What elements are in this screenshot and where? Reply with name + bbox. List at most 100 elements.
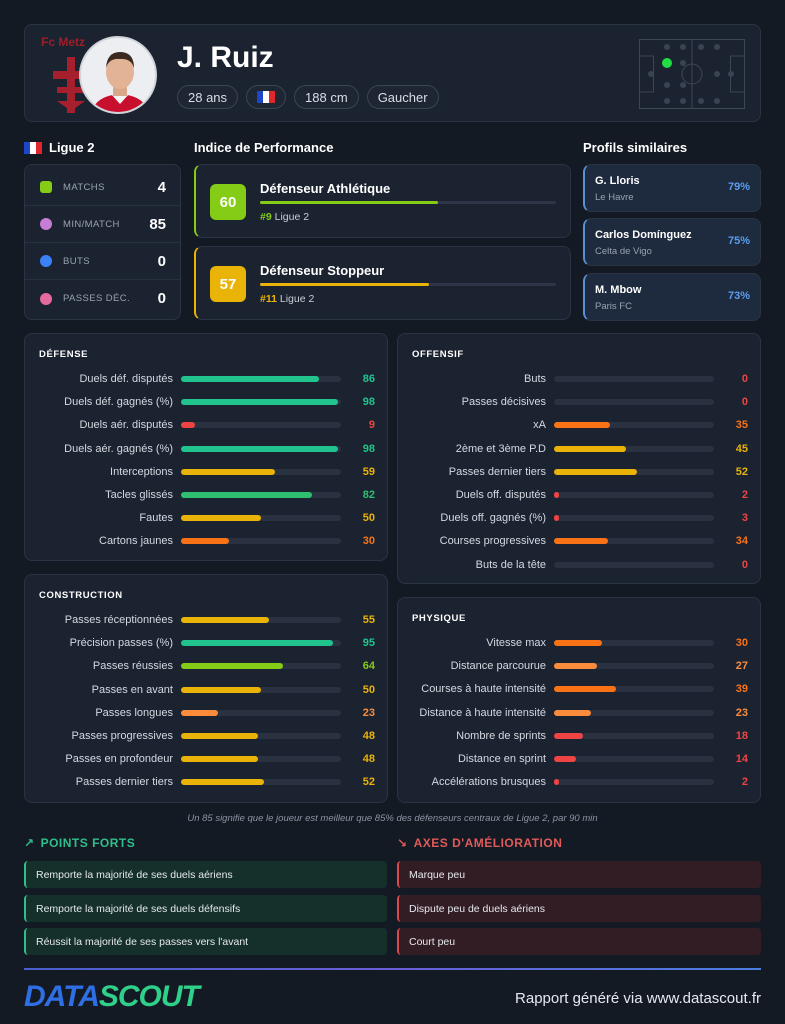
metric-value: 2	[741, 489, 748, 501]
metric-bar	[554, 515, 559, 522]
trend-up-icon: ↗	[24, 836, 35, 850]
weaknesses-title: AXES D'AMÉLIORATION	[413, 836, 563, 850]
metric-label: Passes décisives	[461, 396, 546, 409]
metric-label: xA	[533, 419, 546, 432]
metric-label: Cartons jaunes	[99, 535, 173, 548]
strength-item: Réussit la majorité de ses passes vers l…	[24, 928, 387, 955]
metric-value: 55	[362, 614, 375, 626]
stat-label: BUTS	[63, 255, 90, 267]
similar-club: Paris FC	[595, 301, 632, 312]
stat-row-buts: BUTS 0	[25, 243, 180, 280]
metric-bar	[554, 709, 591, 716]
metric-track	[554, 686, 714, 693]
panel-offensif: OFFENSIF Buts 0 Passes décisives 0 xA 35 2ème …	[397, 333, 761, 584]
performance-score: 57	[210, 266, 246, 302]
age-chip: 28 ans	[177, 85, 239, 109]
similar-player-card[interactable]: G. Lloris Le Havre 79%	[583, 164, 761, 212]
metric-label: Distance parcourue	[450, 660, 546, 673]
panel-physique: PHYSIQUE Vitesse max 30 Distance parcourue…	[397, 597, 761, 803]
metric-value: 50	[362, 512, 375, 525]
performance-rank: #9 Ligue 2	[260, 211, 309, 223]
brand-part-scout: SCOUT	[98, 980, 200, 1013]
league-label: Ligue 2	[49, 140, 95, 155]
percentile-footnote: Un 85 signifie que le joueur est meilleu…	[187, 813, 598, 824]
metric-label: Duels off. gagnés (%)	[440, 512, 546, 525]
similarity-percent: 79%	[727, 181, 750, 193]
metric-track	[554, 538, 714, 545]
footer-divider	[24, 968, 761, 970]
boot-icon	[40, 181, 52, 193]
metric-track	[181, 756, 341, 763]
metric-value: 59	[362, 465, 375, 478]
strength-item: Remporte la majorité de ses duels défens…	[24, 895, 387, 922]
metric-label: Passes dernier tiers	[75, 776, 173, 789]
metric-track	[554, 492, 714, 498]
metric-bar	[181, 617, 269, 623]
avatar	[79, 36, 157, 114]
performance-title: Défenseur Stoppeur	[260, 263, 385, 278]
metric-value: 0	[741, 373, 748, 385]
similar-player-card[interactable]: Carlos Domínguez Celta de Vigo 75%	[583, 218, 761, 266]
stat-value: 0	[157, 252, 166, 270]
metric-bar	[181, 468, 276, 475]
height-chip: 188 cm	[294, 85, 359, 109]
pitch-position-map	[639, 39, 745, 109]
metric-track	[181, 538, 341, 545]
metric-bar	[554, 732, 583, 739]
stat-value: 0	[157, 290, 166, 307]
metric-track	[554, 732, 714, 739]
metric-bar	[181, 399, 338, 406]
metric-label: Passes progressives	[71, 730, 174, 742]
rank-number: #11	[260, 293, 277, 305]
metric-label: Duels off. disputés	[455, 489, 546, 501]
metric-value: 18	[735, 729, 748, 742]
metric-bar	[554, 663, 598, 670]
weakness-item: Dispute peu de duels aériens	[397, 895, 761, 922]
metric-value: 30	[735, 637, 748, 649]
metric-label: Distance à haute intensité	[419, 706, 546, 719]
metric-value: 50	[362, 683, 375, 696]
metric-value: 2	[741, 776, 748, 789]
metric-value: 98	[362, 442, 375, 455]
similarity-percent: 73%	[727, 290, 750, 302]
metric-bar	[554, 468, 638, 475]
stat-label: MATCHS	[63, 181, 105, 193]
metric-value: 48	[362, 753, 375, 766]
similar-name: G. Lloris	[595, 175, 640, 187]
panel-defense: DÉFENSE Duels déf. disputés 86 Duels déf. …	[24, 333, 388, 561]
metric-label: Passes en avant	[91, 683, 173, 696]
metric-bar	[181, 492, 313, 498]
metric-track	[554, 445, 714, 452]
similar-player-card[interactable]: M. Mbow Paris FC 73%	[583, 273, 761, 321]
metric-value: 14	[735, 753, 748, 765]
metric-label: Passes réussies	[92, 660, 173, 673]
metric-track	[554, 468, 714, 475]
metric-bar	[181, 445, 338, 452]
foot-chip: Gaucher	[366, 85, 439, 109]
metric-label: Duels déf. disputés	[79, 373, 173, 385]
metric-label: Accélérations brusques	[431, 776, 546, 789]
metric-label: Buts de la tête	[475, 558, 546, 571]
metric-label: Courses à haute intensité	[421, 683, 546, 696]
performance-bar	[260, 283, 429, 286]
metric-track	[181, 422, 341, 429]
metric-value: 39	[735, 683, 748, 696]
panel-title: DÉFENSE	[39, 349, 89, 360]
club-cross-icon	[53, 57, 89, 113]
strengths-heading: ↗ POINTS FORTS	[24, 836, 135, 850]
metric-value: 9	[368, 419, 375, 432]
metric-bar	[181, 663, 284, 670]
metric-label: Fautes	[139, 512, 173, 525]
target-icon	[40, 292, 52, 305]
metric-bar	[554, 779, 559, 786]
metric-value: 52	[735, 465, 748, 478]
similarity-percent: 75%	[727, 235, 750, 247]
metric-value: 0	[741, 396, 748, 409]
metric-label: Buts	[523, 373, 546, 385]
metric-label: Nombre de sprints	[456, 729, 546, 742]
metric-bar	[181, 686, 261, 693]
metric-track	[554, 779, 714, 786]
performance-card-athletique: 60 Défenseur Athlétique #9 Ligue 2	[194, 164, 571, 238]
metric-track	[554, 640, 714, 646]
performance-title: Défenseur Athlétique	[260, 181, 391, 196]
